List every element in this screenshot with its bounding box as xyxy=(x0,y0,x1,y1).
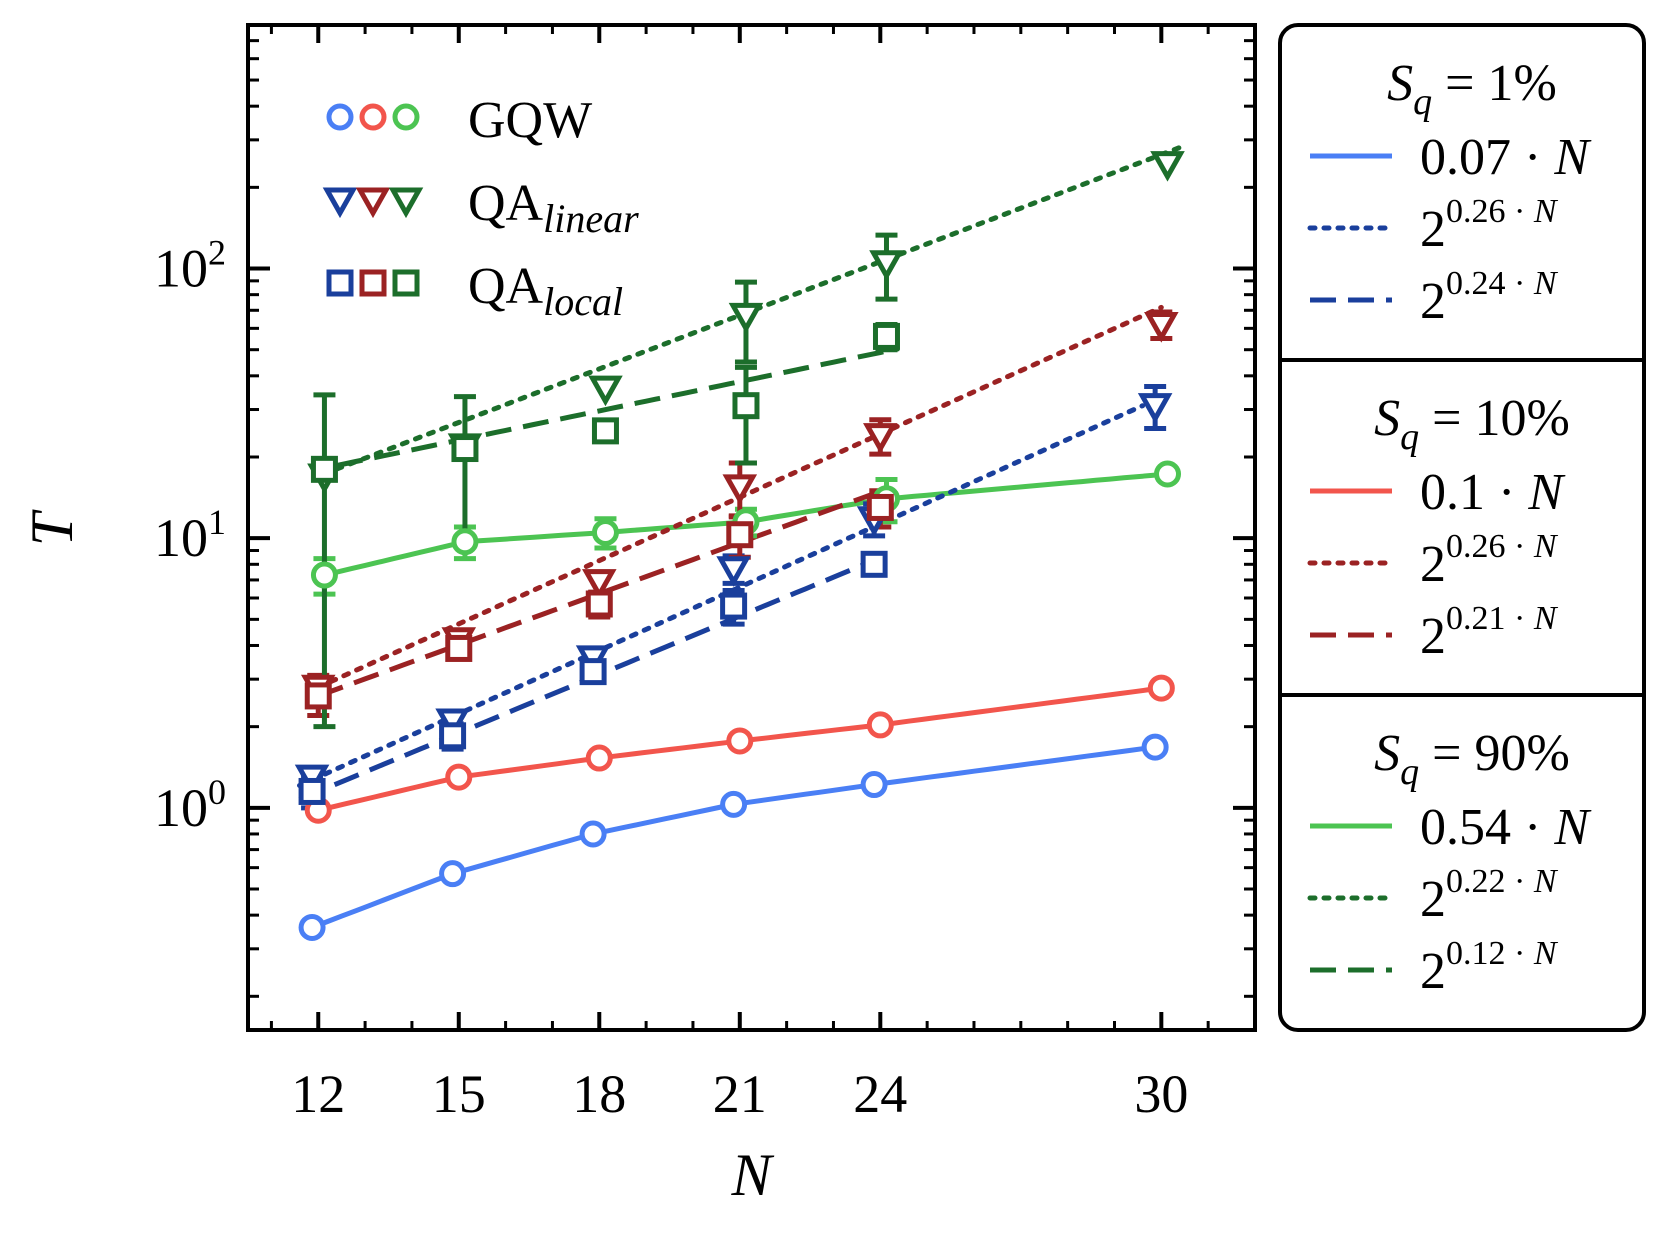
qaloc-1-point xyxy=(439,722,467,750)
qaloc-1-point xyxy=(720,592,748,620)
plot-frame xyxy=(246,23,1257,1032)
legend-label: QAlinear xyxy=(468,175,639,241)
tick-labels: 12 15 18 21 24 30 100 101 102 xyxy=(154,233,1188,1124)
fit-legend-box xyxy=(1278,23,1646,1032)
legend-label: GQW xyxy=(468,92,592,149)
gqw-1-point xyxy=(298,913,326,941)
fit-legend-title: Sq = 90% xyxy=(1374,725,1570,793)
fit-gqw-1-line xyxy=(299,746,1143,930)
fit-legend-label: 20.26 · N xyxy=(1420,193,1559,258)
gqw-1-point xyxy=(720,790,748,818)
legend-marker xyxy=(355,187,391,219)
gqw-90-point xyxy=(1154,460,1182,488)
qalin-90-point xyxy=(728,302,764,334)
y-axis-label: T xyxy=(19,509,85,546)
qalin-1-point xyxy=(1137,393,1173,424)
fit-legend-label: 20.12 · N xyxy=(1420,935,1559,1000)
gqw-10-point xyxy=(585,744,613,772)
x-tick-label: 12 xyxy=(291,1064,345,1124)
fit-legend-label: 20.26 · N xyxy=(1420,528,1559,593)
legend-marker xyxy=(322,187,358,219)
y-tick-label: 101 xyxy=(154,502,226,568)
qaloc-10-point xyxy=(585,590,613,618)
qaloc-1-point xyxy=(860,550,888,578)
qaloc-90-point xyxy=(872,322,900,350)
qaloc-10-point xyxy=(726,521,754,549)
fit-legend-title: Sq = 1% xyxy=(1387,55,1557,123)
qaloc-10-point xyxy=(866,493,894,521)
fit-qaloc-90-line xyxy=(336,346,900,468)
fit-legend: Sq = 1% 0.07 · N 20.26 · N 20.24 · N Sq = 10… xyxy=(1278,23,1646,1032)
axis-ticks xyxy=(248,23,1255,1030)
qalin-90-point xyxy=(869,250,904,281)
fit-legend-label: 20.22 · N xyxy=(1420,863,1559,928)
legend-marker xyxy=(359,103,387,131)
fit-legend-label: 0.1 · N xyxy=(1420,464,1566,521)
legend-marker xyxy=(326,103,354,131)
x-tick-label: 15 xyxy=(432,1064,486,1124)
fit-legend-label: 20.24 · N xyxy=(1420,265,1559,330)
legend-marker xyxy=(359,269,387,297)
qalin-90-point xyxy=(1150,151,1185,182)
fit-legend-label: 20.21 · N xyxy=(1420,600,1559,665)
fit-legend-label: 0.54 · N xyxy=(1420,799,1592,856)
legend-marker xyxy=(326,269,354,297)
gqw-10-point xyxy=(1147,674,1175,702)
legend-label: QAlocal xyxy=(468,258,623,324)
gqw-1-point xyxy=(860,771,888,799)
data-markers xyxy=(294,151,1185,941)
qaloc-10-point xyxy=(445,634,473,662)
qaloc-90-point xyxy=(591,417,619,445)
y-tick-label: 100 xyxy=(154,772,226,838)
legend-marker xyxy=(388,187,424,219)
gqw-1-point xyxy=(579,820,607,848)
legend-marker xyxy=(392,103,420,131)
x-tick-label: 24 xyxy=(853,1064,907,1124)
qalin-10-point xyxy=(863,423,898,454)
qaloc-1-point xyxy=(298,777,326,805)
gqw-1-point xyxy=(439,860,467,888)
qaloc-90-point xyxy=(732,392,760,420)
x-tick-label: 30 xyxy=(1134,1064,1188,1124)
y-tick-label: 102 xyxy=(154,233,226,299)
qaloc-10-point xyxy=(304,682,332,710)
gqw-90-point xyxy=(310,561,338,589)
gqw-90-point xyxy=(591,518,619,546)
marker-legend: GQW QAlinear QAlocal xyxy=(322,92,639,324)
fit-legend-title: Sq = 10% xyxy=(1374,390,1570,458)
qalin-10-point xyxy=(1144,312,1179,343)
qaloc-1-point xyxy=(579,658,607,686)
qaloc-90-point xyxy=(310,455,338,483)
qalin-10-point xyxy=(722,474,758,505)
fit-qaloc-10-line xyxy=(317,489,882,699)
gqw-10-point xyxy=(726,727,754,755)
gqw-90-point xyxy=(451,528,479,556)
gqw-1-point xyxy=(1141,733,1169,761)
fit-legend-label: 0.07 · N xyxy=(1420,129,1592,186)
gqw-10-point xyxy=(445,763,473,791)
gqw-10-point xyxy=(866,711,894,739)
x-tick-label: 21 xyxy=(713,1064,767,1124)
x-axis-label: N xyxy=(730,1142,774,1208)
qalin-90-point xyxy=(588,375,623,407)
qalin-1-point xyxy=(716,556,751,587)
qaloc-90-point xyxy=(451,435,479,463)
x-tick-label: 18 xyxy=(572,1064,626,1124)
qalin-10-point xyxy=(581,569,617,600)
legend-marker xyxy=(392,269,420,297)
